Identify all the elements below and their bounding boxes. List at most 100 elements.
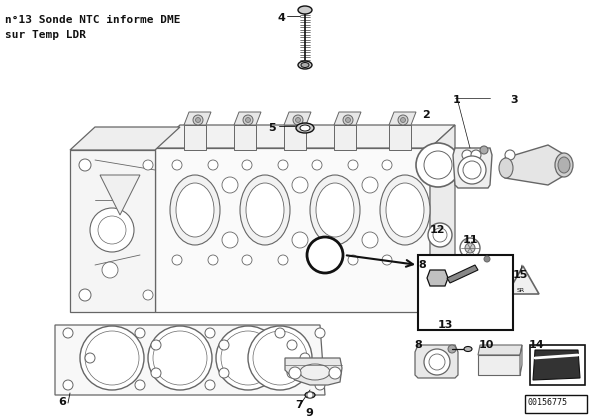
Circle shape — [90, 208, 134, 252]
Circle shape — [465, 243, 475, 253]
Circle shape — [143, 160, 153, 170]
Polygon shape — [155, 125, 455, 148]
Circle shape — [315, 328, 325, 338]
Polygon shape — [507, 266, 539, 294]
Circle shape — [292, 177, 308, 193]
Circle shape — [362, 232, 378, 248]
Circle shape — [307, 392, 313, 398]
Circle shape — [222, 232, 238, 248]
Circle shape — [312, 255, 322, 265]
Circle shape — [346, 117, 350, 122]
Circle shape — [79, 159, 91, 171]
Text: n°13 Sonde NTC informe DME: n°13 Sonde NTC informe DME — [5, 15, 181, 25]
Text: 3: 3 — [510, 95, 517, 105]
Circle shape — [382, 255, 392, 265]
Text: 10: 10 — [479, 340, 494, 350]
Circle shape — [428, 223, 452, 247]
Text: 5: 5 — [268, 123, 276, 133]
Circle shape — [278, 160, 288, 170]
Circle shape — [418, 160, 428, 170]
Circle shape — [219, 368, 229, 378]
Text: 4: 4 — [278, 13, 286, 23]
Circle shape — [219, 340, 229, 350]
Ellipse shape — [555, 153, 573, 177]
Circle shape — [275, 328, 285, 338]
Polygon shape — [234, 112, 261, 125]
Circle shape — [287, 368, 297, 378]
Ellipse shape — [300, 364, 330, 380]
Circle shape — [246, 117, 250, 122]
Circle shape — [253, 331, 307, 385]
Polygon shape — [100, 175, 140, 215]
Circle shape — [148, 326, 212, 390]
Polygon shape — [453, 148, 492, 188]
Ellipse shape — [240, 175, 290, 245]
Circle shape — [63, 328, 73, 338]
Circle shape — [153, 331, 207, 385]
Text: 6: 6 — [58, 397, 66, 407]
Polygon shape — [389, 112, 416, 125]
Ellipse shape — [301, 62, 309, 67]
Circle shape — [312, 160, 322, 170]
Ellipse shape — [380, 175, 430, 245]
Bar — [184, 125, 206, 150]
Circle shape — [424, 349, 450, 375]
Circle shape — [79, 289, 91, 301]
Circle shape — [307, 237, 343, 273]
Polygon shape — [415, 345, 458, 378]
Polygon shape — [184, 112, 211, 125]
Text: 7: 7 — [295, 400, 303, 410]
Circle shape — [292, 232, 308, 248]
Polygon shape — [520, 345, 522, 375]
Ellipse shape — [310, 175, 360, 245]
Polygon shape — [478, 345, 522, 355]
Circle shape — [418, 255, 428, 265]
Circle shape — [382, 160, 392, 170]
Ellipse shape — [316, 183, 354, 237]
Circle shape — [348, 255, 358, 265]
Polygon shape — [427, 270, 448, 286]
Circle shape — [287, 340, 297, 350]
Circle shape — [484, 256, 490, 262]
Circle shape — [63, 380, 73, 390]
Bar — [530, 345, 585, 385]
Text: sur Temp LDR: sur Temp LDR — [5, 30, 86, 40]
Circle shape — [433, 228, 447, 242]
Polygon shape — [284, 112, 311, 125]
Circle shape — [85, 353, 95, 363]
Circle shape — [424, 151, 452, 179]
Circle shape — [448, 345, 456, 353]
Polygon shape — [70, 150, 155, 312]
Ellipse shape — [170, 175, 220, 245]
Text: 8: 8 — [418, 260, 426, 270]
Text: 13: 13 — [438, 320, 453, 330]
Circle shape — [463, 161, 481, 179]
Polygon shape — [55, 325, 325, 395]
Circle shape — [401, 117, 406, 122]
Circle shape — [242, 160, 252, 170]
Bar — [334, 125, 356, 150]
Text: 14: 14 — [529, 340, 545, 350]
Bar — [284, 125, 306, 150]
Circle shape — [278, 255, 288, 265]
Circle shape — [362, 177, 378, 193]
Circle shape — [293, 115, 303, 125]
Circle shape — [195, 117, 201, 122]
Circle shape — [471, 150, 481, 160]
Circle shape — [151, 368, 161, 378]
Bar — [234, 125, 256, 150]
Circle shape — [289, 367, 301, 379]
Polygon shape — [155, 148, 430, 312]
Circle shape — [429, 354, 445, 370]
Text: 1: 1 — [453, 95, 461, 105]
Ellipse shape — [558, 157, 570, 173]
Polygon shape — [533, 350, 580, 380]
Circle shape — [208, 160, 218, 170]
Circle shape — [193, 115, 203, 125]
Text: 12: 12 — [430, 225, 446, 235]
Circle shape — [205, 380, 215, 390]
Circle shape — [348, 160, 358, 170]
Circle shape — [398, 115, 408, 125]
Polygon shape — [478, 355, 520, 375]
Text: 00156775: 00156775 — [527, 398, 567, 407]
